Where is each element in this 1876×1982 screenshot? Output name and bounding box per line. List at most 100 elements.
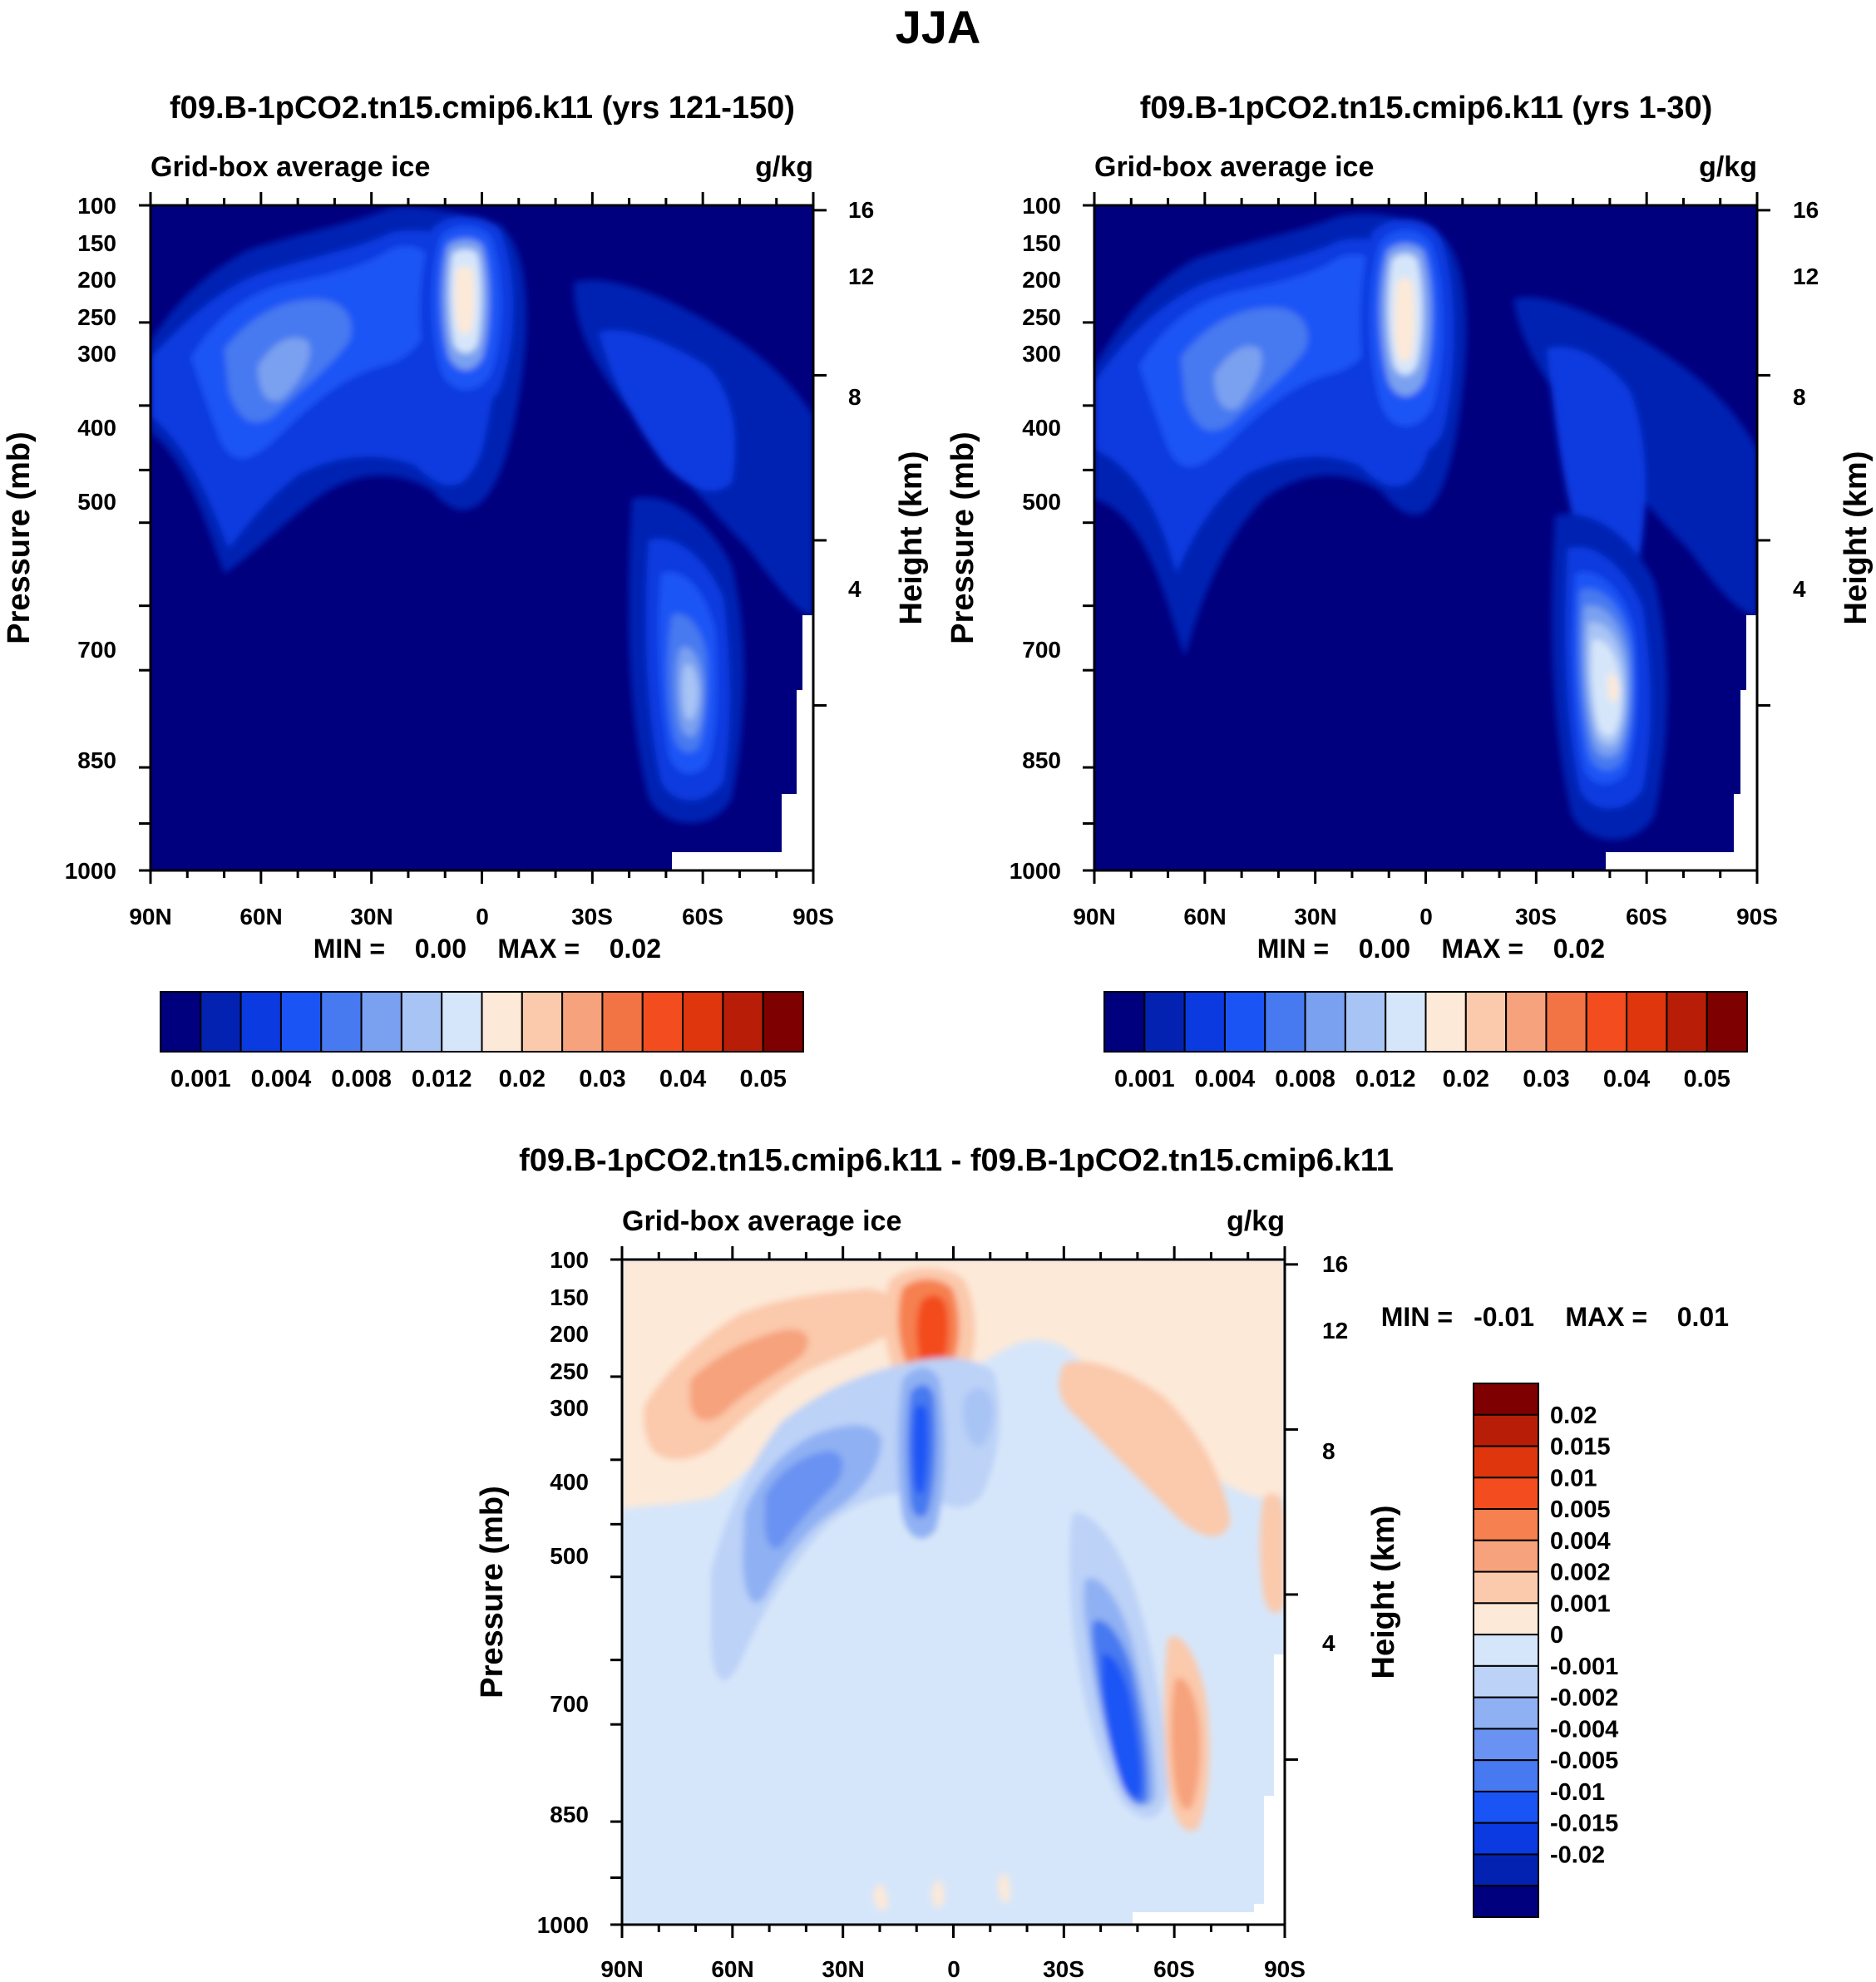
colorbar-swatch — [641, 991, 684, 1053]
colorbar-swatch — [279, 991, 323, 1053]
left-string: Grid-box average ice — [622, 1205, 901, 1237]
colorbar-label: -0.002 — [1550, 1685, 1618, 1712]
panel-difference: f09.B-1pCO2.tn15.cmip6.k11 - f09.B-1pCO2… — [475, 1143, 1729, 1982]
colorbar-swatch — [160, 991, 202, 1053]
colorbar-label: 0.002 — [1550, 1560, 1611, 1586]
contour-sh-lowlevel-negative-level-4 — [1102, 1654, 1143, 1799]
colorbar-swatch — [1473, 1696, 1539, 1730]
y-tick-label: 200 — [77, 267, 116, 293]
y-tick-labels: 100 150 200 250 300 400 500 700 850 1000 — [537, 1247, 589, 1938]
height-tick-label: 4 — [848, 576, 861, 602]
colorbar-label: 0.001 — [1550, 1590, 1611, 1617]
y-tick-label: 500 — [550, 1543, 589, 1569]
contour-sh-positive-level-1 — [1059, 1361, 1231, 1537]
y-tick-label: 300 — [77, 341, 116, 367]
colorbar-label: 0.004 — [1195, 1066, 1256, 1092]
y-tick-labels: 100 150 200 250 300 400 500 700 850 1000 — [1010, 193, 1061, 884]
colorbar-swatch — [1143, 991, 1186, 1053]
colorbar-swatch — [200, 991, 242, 1053]
colorbar-label: -0.001 — [1550, 1654, 1618, 1680]
y-tick-label: 400 — [1022, 415, 1061, 441]
contour-nh-negative-level-2 — [743, 1425, 881, 1603]
x-tick-label: 60S — [1153, 1956, 1195, 1982]
x-tick-label: 0 — [947, 1956, 960, 1982]
colorbar-label: 0.015 — [1550, 1434, 1611, 1461]
colorbar-swatch — [1183, 991, 1226, 1053]
colorbar-swatch — [601, 991, 644, 1053]
y-tick-label: 250 — [77, 304, 116, 330]
colorbar-label: 0.005 — [1550, 1496, 1611, 1523]
y-tick-label: 100 — [1022, 193, 1061, 219]
colorbar-swatch — [1473, 1570, 1539, 1605]
colorbar-swatch — [682, 991, 724, 1053]
max-value: 0.02 — [1553, 934, 1605, 964]
colorbar-swatch — [1473, 1885, 1539, 1919]
y-axis-label-right: Height (km) — [894, 451, 929, 625]
contour-polar-positive — [1260, 1493, 1285, 1614]
y-tick-label: 850 — [1022, 747, 1061, 773]
height-tick-label: 8 — [1793, 384, 1806, 410]
colorbar-label: 0.001 — [170, 1066, 231, 1092]
colorbar-swatch — [239, 991, 282, 1053]
x-tick-labels: 90N 60N 30N 0 30S 60S 90S — [129, 904, 834, 929]
colorbar-swatch — [320, 991, 363, 1053]
max-label: MAX = — [1565, 1302, 1647, 1332]
colorbar-swatch — [762, 991, 804, 1053]
x-tick-label: 60S — [1626, 904, 1667, 929]
height-tick-labels: 16 12 8 4 — [1322, 1251, 1348, 1656]
colorbar-label: 0.04 — [659, 1066, 706, 1092]
contour-sh-band-level-2 — [1547, 347, 1646, 574]
min-max: MIN = 0.00 MAX = 0.02 — [1257, 934, 1605, 964]
left-string: Grid-box average ice — [1094, 151, 1374, 183]
contour-field — [1094, 205, 1757, 870]
y-tick-label: 1000 — [537, 1912, 589, 1938]
min-label: MIN = — [313, 934, 385, 964]
colorbar-swatch — [1505, 991, 1548, 1053]
x-tick-label: 0 — [476, 904, 489, 929]
colorbar-swatch — [1473, 1477, 1539, 1511]
colorbar-swatch — [1473, 1602, 1539, 1636]
y-axis-label: Pressure (mb) — [475, 1486, 510, 1699]
colorbar-swatch — [521, 991, 564, 1053]
contour-nh-negative-level-3 — [764, 1451, 843, 1549]
colorbar-swatch — [1385, 991, 1427, 1053]
x-tick-label: 60N — [711, 1956, 753, 1982]
x-tick-label: 30N — [1294, 904, 1336, 929]
contour-anvil-positive-level-3 — [916, 1295, 949, 1375]
x-tick-label: 30N — [822, 1956, 864, 1982]
y-tick-label: 1000 — [65, 858, 116, 884]
max-value: 0.02 — [610, 934, 661, 964]
contour-sh-lowlevel-positive-level-2 — [1171, 1678, 1201, 1810]
colorbar-label: 0.05 — [739, 1066, 786, 1092]
min-value: 0.00 — [415, 934, 467, 964]
colorbar-swatch — [1473, 1759, 1539, 1792]
colorbar-label: 0.04 — [1603, 1066, 1650, 1092]
y-tick-label: 500 — [1022, 489, 1061, 515]
y-tick-label: 500 — [77, 489, 116, 515]
colorbar-label: 0.02 — [499, 1066, 546, 1092]
y-axis-label-right: Height (km) — [1839, 451, 1874, 625]
max-label: MAX = — [1441, 934, 1523, 964]
colorbar-swatch — [1585, 991, 1628, 1053]
height-tick-label: 8 — [1322, 1438, 1335, 1464]
colorbar: 0.02 0.015 0.01 0.005 0.004 0.002 0.001 0 -0.001… — [1473, 1383, 1618, 1919]
colorbar-label: -0.02 — [1550, 1841, 1605, 1868]
x-tick-label: 60N — [1183, 904, 1226, 929]
height-tick-label: 12 — [1322, 1318, 1348, 1344]
x-tick-label: 90N — [1073, 904, 1115, 929]
height-tick-label: 12 — [848, 264, 874, 289]
figure-title: JJA — [896, 1, 981, 53]
y-tick-label: 850 — [77, 747, 116, 773]
y-tick-label: 150 — [550, 1284, 589, 1310]
y-tick-label: 700 — [77, 637, 116, 663]
x-tick-label: 30S — [1043, 1956, 1084, 1982]
y-tick-label: 700 — [1022, 637, 1061, 663]
min-value: 0.00 — [1359, 934, 1410, 964]
contour-sh-band-level-2 — [599, 330, 735, 491]
colorbar-swatch — [441, 991, 483, 1053]
colorbar-swatch — [1473, 1634, 1539, 1667]
panel-title: f09.B-1pCO2.tn15.cmip6.k11 (yrs 1-30) — [1140, 91, 1713, 126]
colorbar-swatch — [481, 991, 523, 1053]
y-tick-label: 200 — [550, 1321, 589, 1347]
y-tick-label: 400 — [550, 1469, 589, 1495]
